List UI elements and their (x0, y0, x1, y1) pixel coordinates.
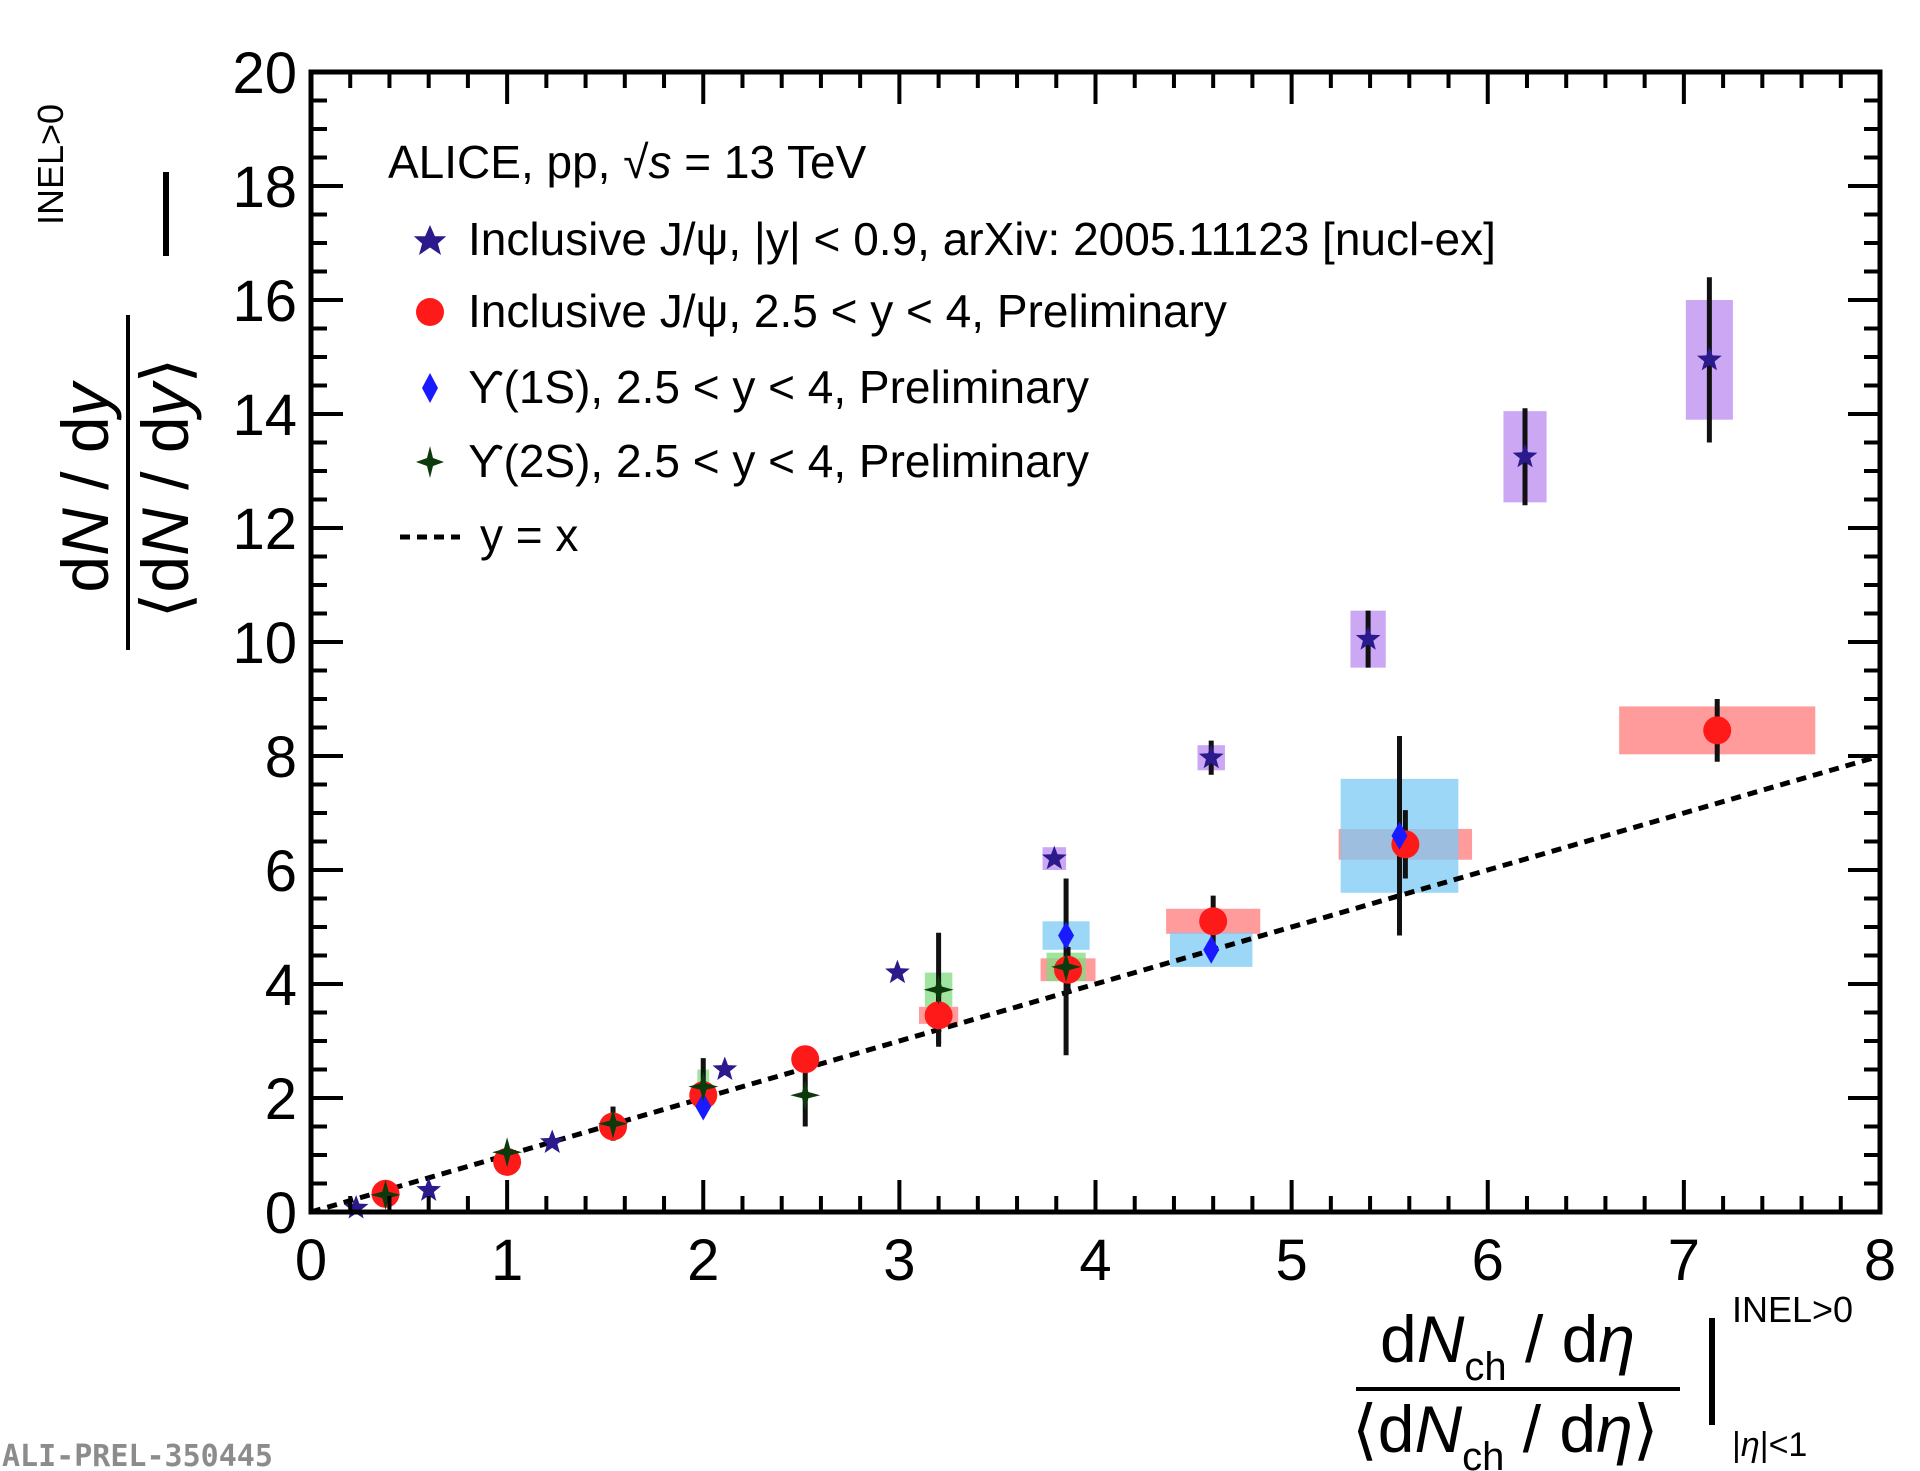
y-axis-title: dN / dy ⟨dN / dy⟩ INEL>0 (30, 104, 202, 650)
legend-entry-reference-line: y = x (400, 509, 578, 561)
legend-label-upsilon-2s: ϒ(2S), 2.5 < y < 4, Preliminary (468, 435, 1089, 487)
y-axis-numerator: dN / dy (48, 379, 122, 592)
legend-four-point-star-marker (416, 446, 444, 478)
legend-entry-upsilon-1s: ϒ(1S), 2.5 < y < 4, Preliminary (422, 361, 1089, 413)
y-tick-label: 4 (265, 953, 297, 1018)
x-tick-label: 5 (1275, 1228, 1307, 1293)
x-tick-label: 2 (687, 1228, 719, 1293)
data-point-diamond (695, 1092, 712, 1121)
x-tick-label: 7 (1668, 1228, 1700, 1293)
data-point-four-point-star (688, 1071, 719, 1102)
legend: ALICE, pp, √s = 13 TeV Inclusive J/ψ, |y… (388, 136, 1496, 561)
x-tick-label: 3 (883, 1228, 915, 1293)
legend-label-reference-line: y = x (480, 509, 578, 561)
legend-entry-jpsi-midrapidity: Inclusive J/ψ, |y| < 0.9, arXiv: 2005.11… (413, 213, 1496, 265)
y-tick-label: 14 (232, 383, 297, 448)
data-point-star (1512, 443, 1538, 468)
data-point-star (1355, 626, 1381, 650)
data-markers (343, 346, 1732, 1219)
y-tick-label: 16 (232, 269, 297, 334)
x-tick-label: 0 (295, 1228, 327, 1293)
data-point-four-point-star (1051, 951, 1082, 982)
y-tick-label: 2 (265, 1067, 297, 1132)
data-point-diamond (1058, 921, 1075, 950)
legend-label-upsilon-1s: ϒ(1S), 2.5 < y < 4, Preliminary (468, 361, 1089, 413)
y-tick-label: 10 (232, 611, 297, 676)
legend-label-jpsi-forward: Inclusive J/ψ, 2.5 < y < 4, Preliminary (468, 285, 1227, 337)
y-tick-label: 0 (265, 1181, 297, 1246)
data-point-four-point-star (598, 1108, 628, 1139)
data-point-star (712, 1056, 738, 1080)
data-point-star (416, 1177, 441, 1201)
data-point-circle (1199, 907, 1228, 936)
axis-ticks (309, 70, 1882, 1214)
legend-circle-marker (416, 298, 444, 326)
x-axis-subscript: |η|<1 (1732, 1426, 1807, 1464)
data-point-star (1198, 744, 1224, 769)
data-point-diamond (1203, 935, 1220, 964)
x-tick-label: 6 (1472, 1228, 1504, 1293)
y-axis-denominator: ⟨dN / dy⟩ (128, 358, 202, 619)
data-point-circle (1703, 716, 1732, 745)
y-tick-label: 20 (232, 41, 297, 106)
data-point-star (539, 1129, 565, 1153)
data-point-four-point-star (370, 1179, 401, 1210)
x-axis-title: dNch / dη ⟨dNch / dη⟩ INEL>0 |η|<1 (1352, 1289, 1853, 1471)
x-axis-superscript: INEL>0 (1732, 1289, 1853, 1330)
data-point-circle (791, 1045, 820, 1074)
legend-diamond-marker (422, 373, 438, 403)
data-point-circle (924, 1001, 953, 1030)
y-tick-label: 8 (265, 725, 297, 790)
data-point-star (885, 959, 910, 984)
legend-star-marker (413, 225, 447, 255)
x-tick-label: 1 (491, 1228, 523, 1293)
data-point-four-point-star (923, 974, 954, 1005)
data-point-four-point-star (790, 1080, 821, 1111)
reference-line-y-equals-x (310, 753, 1881, 1215)
legend-title: ALICE, pp, √s = 13 TeV (388, 136, 867, 188)
data-point-four-point-star (492, 1137, 523, 1168)
legend-entry-upsilon-2s: ϒ(2S), 2.5 < y < 4, Preliminary (416, 435, 1089, 487)
y-axis-superscript: INEL>0 (30, 104, 71, 225)
x-axis-numerator: dNch / dη (1380, 1302, 1635, 1389)
y-tick-label: 6 (265, 839, 297, 904)
reference-line (310, 753, 1881, 1215)
preliminary-id: ALI-PREL-350445 (2, 1439, 273, 1471)
data-point-diamond (1391, 821, 1408, 850)
y-tick-label: 12 (232, 497, 297, 562)
x-tick-label: 8 (1864, 1228, 1896, 1293)
x-tick-label: 4 (1079, 1228, 1111, 1293)
data-point-star (1042, 845, 1067, 870)
data-point-star (343, 1195, 369, 1219)
y-tick-label: 18 (232, 155, 297, 220)
x-axis-denominator: ⟨dNch / dη⟩ (1352, 1392, 1659, 1471)
legend-entry-jpsi-forward: Inclusive J/ψ, 2.5 < y < 4, Preliminary (416, 285, 1227, 337)
data-point-star (1697, 346, 1722, 371)
legend-label-jpsi-midrapidity: Inclusive J/ψ, |y| < 0.9, arXiv: 2005.11… (468, 213, 1496, 265)
